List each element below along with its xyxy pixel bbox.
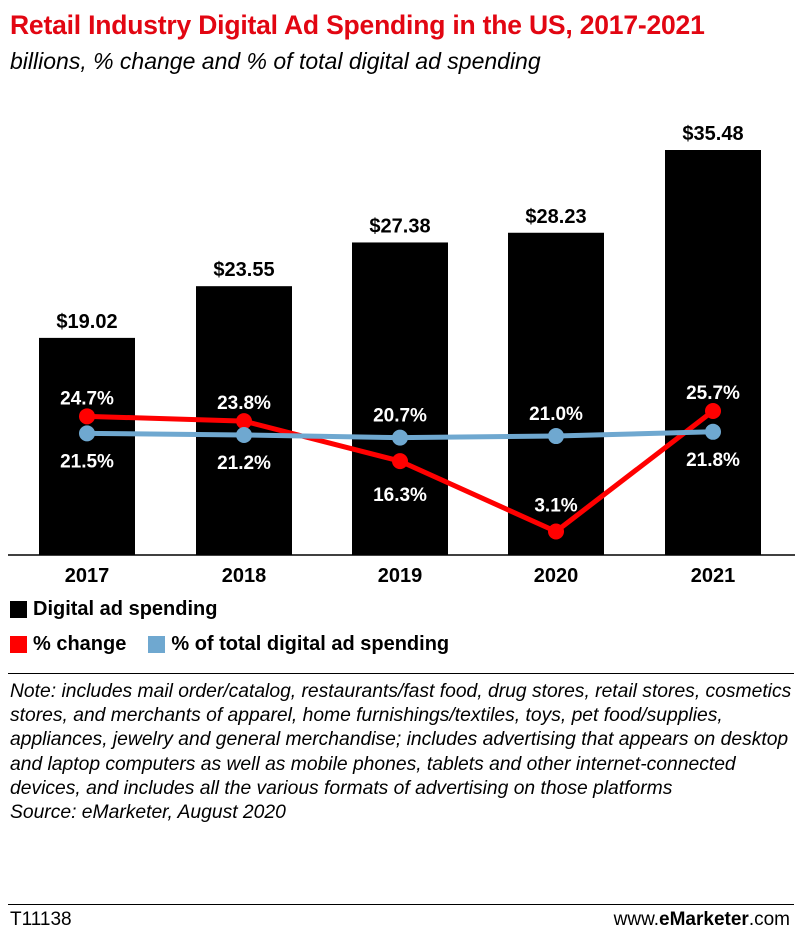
legend-swatch-change — [10, 636, 27, 653]
note-text: Note: includes mail order/catalog, resta… — [10, 681, 792, 799]
bar-label-2019: $27.38 — [369, 215, 430, 237]
legend-swatch-share — [148, 636, 166, 653]
change-point-2017 — [79, 408, 95, 425]
legend-item-spending: Digital ad spending — [10, 598, 217, 621]
x-tick-2017: 2017 — [65, 565, 110, 587]
x-tick-2020: 2020 — [534, 565, 579, 587]
change-point-2018 — [236, 413, 252, 430]
note-divider — [8, 673, 794, 674]
legend-label-change: % change — [33, 633, 127, 655]
legend-item-share: % of total digital ad spending — [148, 633, 449, 656]
brand-name: eMarketer — [659, 909, 749, 930]
chart-subtitle: billions, % change and % of total digita… — [10, 48, 541, 74]
change-label-2017: 24.7% — [60, 388, 114, 409]
legend-item-change: % change — [10, 633, 126, 656]
bar-label-2021: $35.48 — [682, 123, 743, 145]
change-label-2020: 3.1% — [534, 495, 577, 516]
legend-row-1: Digital ad spending — [10, 598, 239, 621]
x-tick-2018: 2018 — [222, 565, 267, 587]
change-label-2021: 25.7% — [686, 383, 740, 404]
legend-swatch-spending — [10, 601, 27, 618]
share-point-2018 — [236, 426, 252, 443]
share-label-2020: 21.0% — [529, 404, 583, 425]
change-point-2021 — [705, 403, 721, 419]
legend-row-2: % change % of total digital ad spending — [10, 633, 471, 656]
chart-id: T11138 — [10, 909, 72, 930]
share-point-2017 — [79, 425, 95, 442]
share-point-2021 — [705, 423, 721, 440]
bar-2021 — [665, 150, 761, 555]
bar-label-2020: $28.23 — [525, 206, 586, 228]
source-text: Source: eMarketer, August 2020 — [10, 802, 286, 824]
share-label-2019: 20.7% — [373, 406, 427, 427]
legend-label-share: % of total digital ad spending — [171, 633, 450, 655]
note-block: Note: includes mail order/catalog, resta… — [10, 680, 795, 825]
share-label-2018: 21.2% — [217, 453, 271, 474]
bar-label-2017: $19.02 — [56, 311, 117, 333]
share-point-2020 — [548, 428, 564, 445]
bar-2020 — [508, 232, 604, 556]
bar-label-2018: $23.55 — [213, 259, 274, 281]
share-point-2019 — [392, 429, 408, 446]
brand-prefix: www. — [613, 909, 660, 930]
brand-suffix: .com — [748, 909, 790, 930]
footer-divider — [8, 904, 794, 905]
chart-title: Retail Industry Digital Ad Spending in t… — [10, 10, 705, 40]
bar-2017 — [39, 337, 135, 555]
change-point-2020 — [548, 523, 564, 540]
x-tick-2021: 2021 — [691, 565, 736, 587]
change-label-2019: 16.3% — [373, 485, 427, 506]
change-point-2019 — [392, 453, 408, 470]
bar-2019 — [352, 242, 448, 555]
share-label-2021: 21.8% — [686, 450, 740, 471]
change-label-2018: 23.8% — [217, 393, 271, 414]
share-label-2017: 21.5% — [60, 451, 114, 472]
brand-link[interactable]: www.eMarketer.com — [614, 909, 790, 931]
legend-label-spending: Digital ad spending — [33, 598, 218, 620]
x-tick-2019: 2019 — [378, 565, 423, 587]
